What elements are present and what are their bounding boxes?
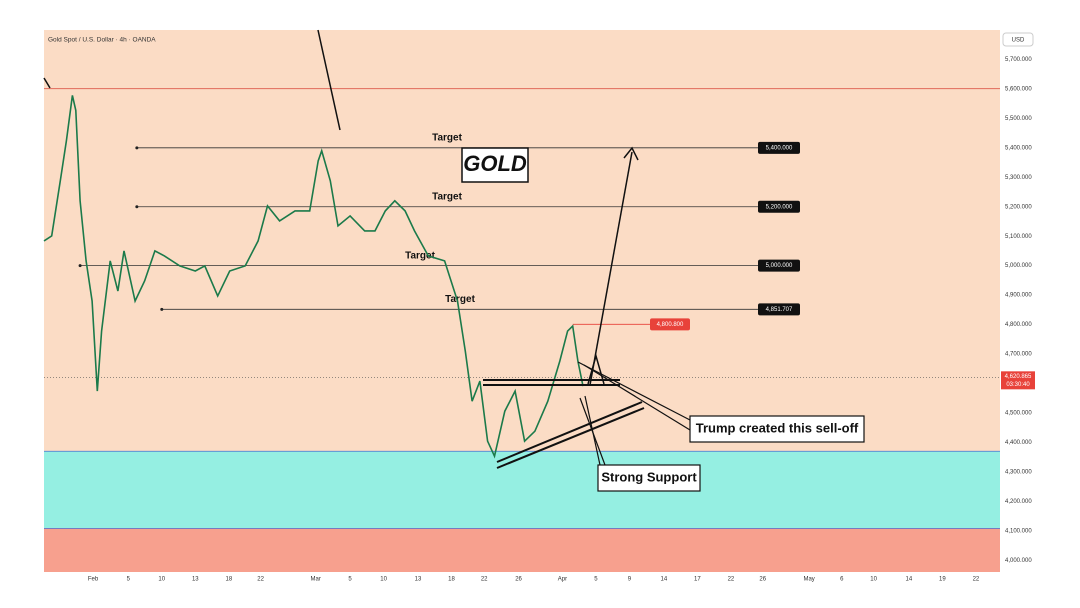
target-start: [78, 264, 82, 268]
target-text: Target: [432, 132, 462, 143]
x-tick-label: 13: [415, 577, 422, 583]
x-tick-label: Mar: [310, 577, 320, 583]
price-line: [43, 95, 584, 459]
trend-line: [43, 77, 51, 89]
callout-line: [583, 364, 691, 431]
y-tick-label: 5,100.000: [1005, 234, 1032, 240]
y-tick-label: 4,200.000: [1005, 499, 1032, 505]
gold-box: [461, 147, 529, 183]
chart-title: Gold Spot / U.S. Dollar · 4h · OANDA: [48, 37, 156, 44]
x-tick-label: 19: [939, 577, 946, 583]
target-price-label: 4,851.707: [766, 307, 793, 313]
x-tick-label: 14: [906, 577, 913, 583]
x-tick-label: 14: [661, 577, 668, 583]
x-tick-label: 26: [515, 577, 522, 583]
target-price-label: 5,400.000: [766, 145, 793, 151]
high-label-box: [650, 318, 690, 331]
x-tick-label: Feb: [88, 577, 99, 583]
target-price-label: 5,200.000: [766, 204, 793, 210]
x-tick-label: 13: [192, 577, 199, 583]
x-tick-label: 18: [448, 577, 455, 583]
y-tick-label: 4,700.000: [1005, 352, 1032, 358]
support-line: [496, 407, 645, 469]
time-axis: [44, 572, 1036, 586]
unit-box: [1002, 32, 1034, 47]
y-tick-label: 4,100.000: [1005, 528, 1032, 534]
x-tick-label: May: [803, 577, 814, 583]
x-tick-label: 5: [348, 577, 352, 583]
support-line: [496, 401, 643, 463]
x-tick-label: 5: [127, 577, 131, 583]
current-price-timer: 03:30:40: [1006, 382, 1030, 388]
high-label: 4,800.800: [657, 322, 684, 328]
zone: [44, 451, 1000, 529]
callout-box: [689, 415, 865, 443]
target-start: [135, 205, 139, 209]
zone: [44, 528, 1000, 572]
x-tick-label: 5: [594, 577, 598, 583]
callout-text: Strong Support: [601, 469, 697, 484]
target-text: Target: [405, 250, 435, 261]
x-tick-label: 10: [870, 577, 877, 583]
price-axis: [1000, 30, 1036, 572]
y-tick-label: 5,700.000: [1005, 57, 1032, 63]
target-label-box: [758, 200, 800, 213]
arrow-head: [623, 146, 639, 161]
target-text: Target: [432, 191, 462, 202]
target-label-box: [758, 259, 800, 272]
x-tick-label: 9: [628, 577, 632, 583]
callout-box: [597, 464, 701, 492]
callout-text: Trump created this sell-off: [696, 420, 859, 435]
x-tick-label: 10: [158, 577, 165, 583]
target-start: [160, 307, 164, 311]
x-tick-label: 18: [225, 577, 232, 583]
target-label-box: [758, 141, 800, 154]
y-tick-label: 4,500.000: [1005, 411, 1032, 417]
x-tick-label: 10: [380, 577, 387, 583]
target-label-box: [758, 303, 800, 316]
drawings: [43, 29, 1034, 492]
target-arrow: [589, 151, 633, 386]
callout-line: [579, 397, 606, 466]
y-tick-label: 4,900.000: [1005, 293, 1032, 299]
x-tick-label: 22: [481, 577, 488, 583]
gold-label: GOLD: [463, 151, 527, 176]
current-price-label: 4,620.865: [1005, 374, 1032, 380]
axis-unit: USD: [1012, 38, 1025, 44]
y-tick-label: 5,400.000: [1005, 145, 1032, 151]
x-tick-label: 22: [257, 577, 264, 583]
x-tick-label: 22: [973, 577, 980, 583]
current-price-box: [1001, 371, 1035, 390]
y-tick-label: 5,600.000: [1005, 86, 1032, 92]
y-tick-label: 4,400.000: [1005, 440, 1032, 446]
y-tick-label: 5,500.000: [1005, 116, 1032, 122]
y-tick-label: 5,000.000: [1005, 263, 1032, 269]
y-tick-label: 4,000.000: [1005, 558, 1032, 564]
y-tick-label: 5,300.000: [1005, 175, 1032, 181]
x-tick-label: 26: [759, 577, 766, 583]
y-tick-label: 5,200.000: [1005, 204, 1032, 210]
y-tick-label: 4,800.000: [1005, 322, 1032, 328]
x-tick-label: 6: [840, 577, 844, 583]
x-tick-label: 17: [694, 577, 701, 583]
x-tick-label: Apr: [558, 577, 567, 583]
target-start: [135, 146, 139, 150]
target-text: Target: [445, 294, 475, 305]
trend-line: [317, 29, 341, 131]
callout-line: [577, 361, 691, 421]
y-tick-label: 4,300.000: [1005, 469, 1032, 475]
target-price-label: 5,000.000: [766, 263, 793, 269]
x-tick-label: 22: [728, 577, 735, 583]
